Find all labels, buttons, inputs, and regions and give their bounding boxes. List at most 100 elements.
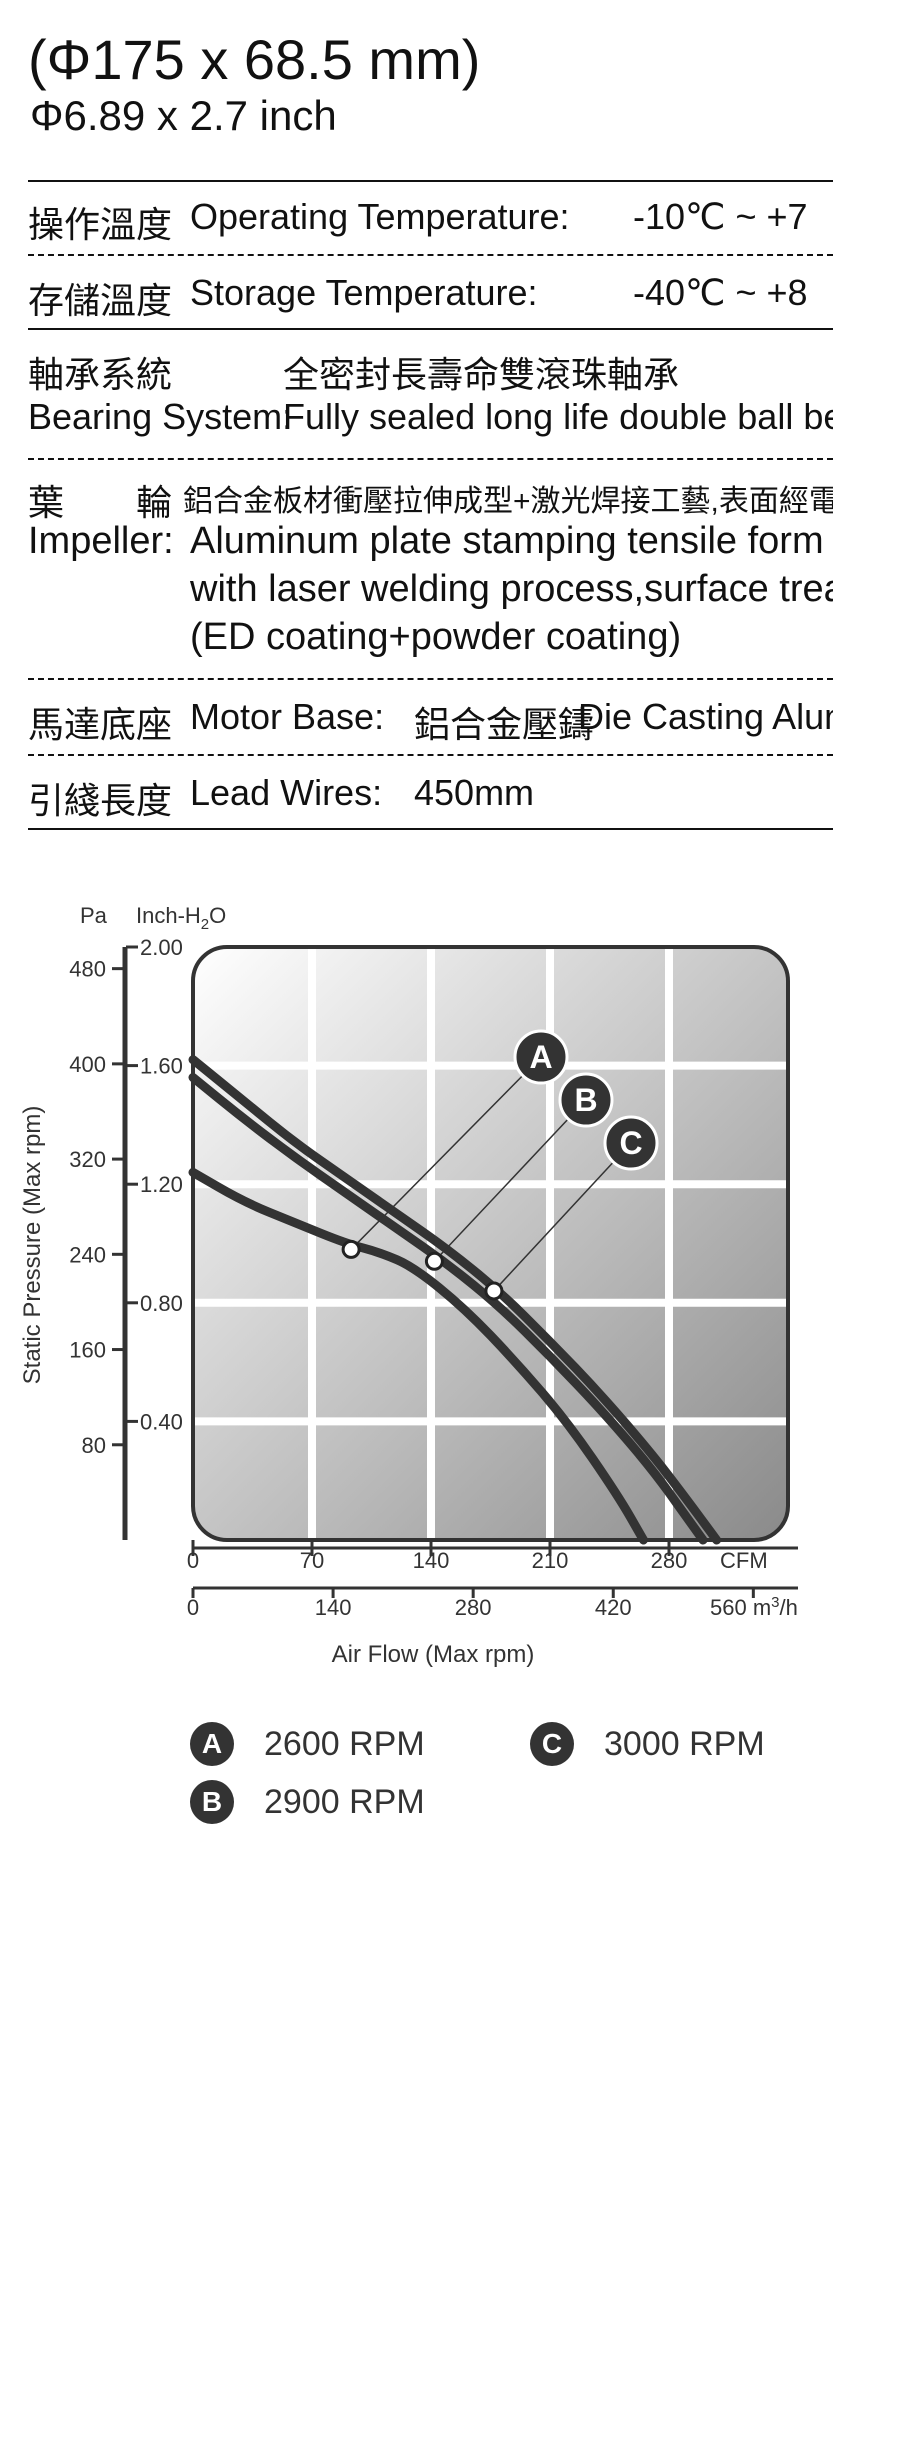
spec-row-bearing: 軸承系統 全密封長壽命雙滾珠軸承 Bearing System: Fully s… <box>28 330 833 458</box>
callout-letter-c: C <box>619 1125 642 1161</box>
rule-dashed-2 <box>28 458 833 460</box>
lead-wires-label: Lead Wires: <box>190 772 383 813</box>
lead-wires-zh: 引綫長度 <box>28 780 173 821</box>
storage-temp-label: Storage Temperature: <box>190 272 538 313</box>
marker-a <box>341 1239 361 1259</box>
bearing-label: Bearing System: <box>28 396 293 437</box>
callout-badge-b <box>558 1072 614 1128</box>
cfm-unit-label: CFM <box>720 1548 768 1573</box>
pa-tick-label: 320 <box>69 1147 106 1172</box>
pa-tick-label: 400 <box>69 1052 106 1077</box>
inch-axis: 2.00 1.60 1.20 0.80 0.40 <box>124 935 183 1540</box>
pa-tick-label: 480 <box>69 957 106 982</box>
legend-badge-a: A <box>190 1722 234 1766</box>
rule-top <box>28 180 833 182</box>
motor-base-value: Die Casting Alumi <box>578 696 833 737</box>
curve-c <box>188 1055 722 1545</box>
motor-base-zh: 馬達底座 <box>28 704 173 745</box>
impeller-zh: 葉 輪 <box>28 482 173 523</box>
legend-item-a: A 2600 RPM <box>190 1722 425 1766</box>
rule-dashed-3 <box>28 678 833 680</box>
m3h-unit-label: 560 m3/h <box>710 1594 798 1620</box>
cfm-axis: 0 70 140 210 280 <box>187 1540 798 1573</box>
plot-area <box>193 947 788 1540</box>
rule-2 <box>28 328 833 330</box>
marker-c <box>484 1281 504 1301</box>
inch-tick-label: 0.80 <box>140 1291 183 1316</box>
legend-item-c: C 3000 RPM <box>530 1722 765 1766</box>
curve-b <box>188 1072 708 1545</box>
impeller-value-1: Aluminum plate stamping tensile form <box>190 520 824 562</box>
spec-row-lead-wires: 引綫長度 Lead Wires: 450mm <box>28 756 833 828</box>
bearing-value: Fully sealed long life double ball bear <box>283 396 833 437</box>
m3h-tick-label: 420 <box>595 1595 632 1620</box>
operating-temp-value: -10℃ ~ +7 <box>633 196 808 237</box>
m3h-tick-label: 140 <box>315 1595 352 1620</box>
dimensions-main: (Φ175 x 68.5 mm) <box>28 28 481 91</box>
storage-temp-value: -40℃ ~ +8 <box>633 272 808 313</box>
operating-temp-zh: 操作溫度 <box>28 204 173 245</box>
spec-row-storage-temp: 存儲溫度 Storage Temperature: -40℃ ~ +8 <box>28 256 833 328</box>
legend-label-c: 3000 RPM <box>604 1724 765 1763</box>
inch-tick-label: 2.00 <box>140 935 183 960</box>
operating-temp-label: Operating Temperature: <box>190 196 570 237</box>
curves <box>188 1055 722 1545</box>
impeller-value-3: (ED coating+powder coating) <box>190 616 682 658</box>
callout-badge-a <box>513 1029 569 1085</box>
motor-base-zh-value: 鋁合金壓鑄 <box>414 704 595 745</box>
x-axis-title: Air Flow (Max rpm) <box>332 1641 535 1668</box>
spec-row-impeller: 葉 輪 鋁合金板材衝壓拉伸成型+激光焊接工藝,表面經電泳+噴塗 Impeller… <box>28 460 833 678</box>
inch-unit-label: Inch-H2O <box>136 903 226 933</box>
impeller-value-2: with laser welding process,surface treat… <box>190 568 833 610</box>
dimensions-sub: Φ6.89 x 2.7 inch <box>30 92 337 139</box>
pa-tick-label: 160 <box>69 1338 106 1363</box>
marker-b <box>424 1251 444 1271</box>
spec-row-operating-temp: 操作溫度 Operating Temperature: -10℃ ~ +7 <box>28 182 833 254</box>
bearing-zh: 軸承系統 <box>28 354 173 395</box>
cfm-tick-label: 0 <box>187 1548 199 1573</box>
lead-wires-value: 450mm <box>414 772 535 813</box>
inch-tick-label: 0.40 <box>140 1409 183 1434</box>
rule-dashed-4 <box>28 754 833 756</box>
spec-table: 操作溫度 Operating Temperature: -10℃ ~ +7 存儲… <box>28 180 833 830</box>
plot-background <box>193 947 788 1540</box>
inch-tick-label: 1.20 <box>140 1172 183 1197</box>
legend-item-b: B 2900 RPM <box>190 1780 425 1824</box>
m3h-tick-label: 0 <box>187 1595 199 1620</box>
pa-tick-label: 240 <box>69 1242 106 1267</box>
leader-line-b <box>433 1099 587 1262</box>
cfm-tick-label: 140 <box>413 1548 450 1573</box>
markers: ABC <box>341 1029 659 1301</box>
leader-line-c <box>493 1142 632 1292</box>
storage-temp-zh: 存儲溫度 <box>28 280 173 321</box>
pa-unit-label: Pa <box>80 903 108 928</box>
m3h-axis: 0 140 280 420 <box>187 1586 798 1620</box>
bearing-zh-value: 全密封長壽命雙滾珠軸承 <box>283 354 680 395</box>
spec-row-motor-base: 馬達底座 Motor Base: 鋁合金壓鑄 Die Casting Alumi <box>28 680 833 754</box>
pa-axis: 480 400 320 240 160 80 <box>69 947 126 1540</box>
curve-a <box>188 1167 648 1545</box>
cfm-tick-label: 210 <box>532 1548 569 1573</box>
callout-letter-a: A <box>529 1039 552 1075</box>
legend-label-a: 2600 RPM <box>264 1724 425 1763</box>
impeller-zh-value: 鋁合金板材衝壓拉伸成型+激光焊接工藝,表面經電泳+噴塗 <box>183 485 833 518</box>
legend-badge-c: C <box>530 1722 574 1766</box>
cfm-tick-label: 280 <box>651 1548 688 1573</box>
motor-base-label: Motor Base: <box>190 696 385 737</box>
pq-chart: Pa Inch-H2O 480 400 320 240 160 80 2.00 1.60 1.… <box>19 903 798 1668</box>
y-axis-title: Static Pressure (Max rpm) <box>19 1106 46 1385</box>
rule-dashed-1 <box>28 254 833 256</box>
m3h-tick-label: 280 <box>455 1595 492 1620</box>
rule-bottom <box>28 828 833 830</box>
callout-badge-c <box>603 1115 659 1171</box>
cfm-tick-label: 70 <box>300 1548 324 1573</box>
impeller-label: Impeller: <box>28 520 174 562</box>
inch-tick-label: 1.60 <box>140 1054 183 1079</box>
legend-badge-b: B <box>190 1780 234 1824</box>
leader-line-a <box>350 1056 542 1250</box>
legend: A 2600 RPM B 2900 RPM C 3000 RPM <box>190 1722 830 1832</box>
pa-tick-label: 80 <box>82 1433 106 1458</box>
plot-frame <box>191 945 790 1542</box>
legend-label-b: 2900 RPM <box>264 1782 425 1821</box>
callout-letter-b: B <box>574 1082 597 1118</box>
